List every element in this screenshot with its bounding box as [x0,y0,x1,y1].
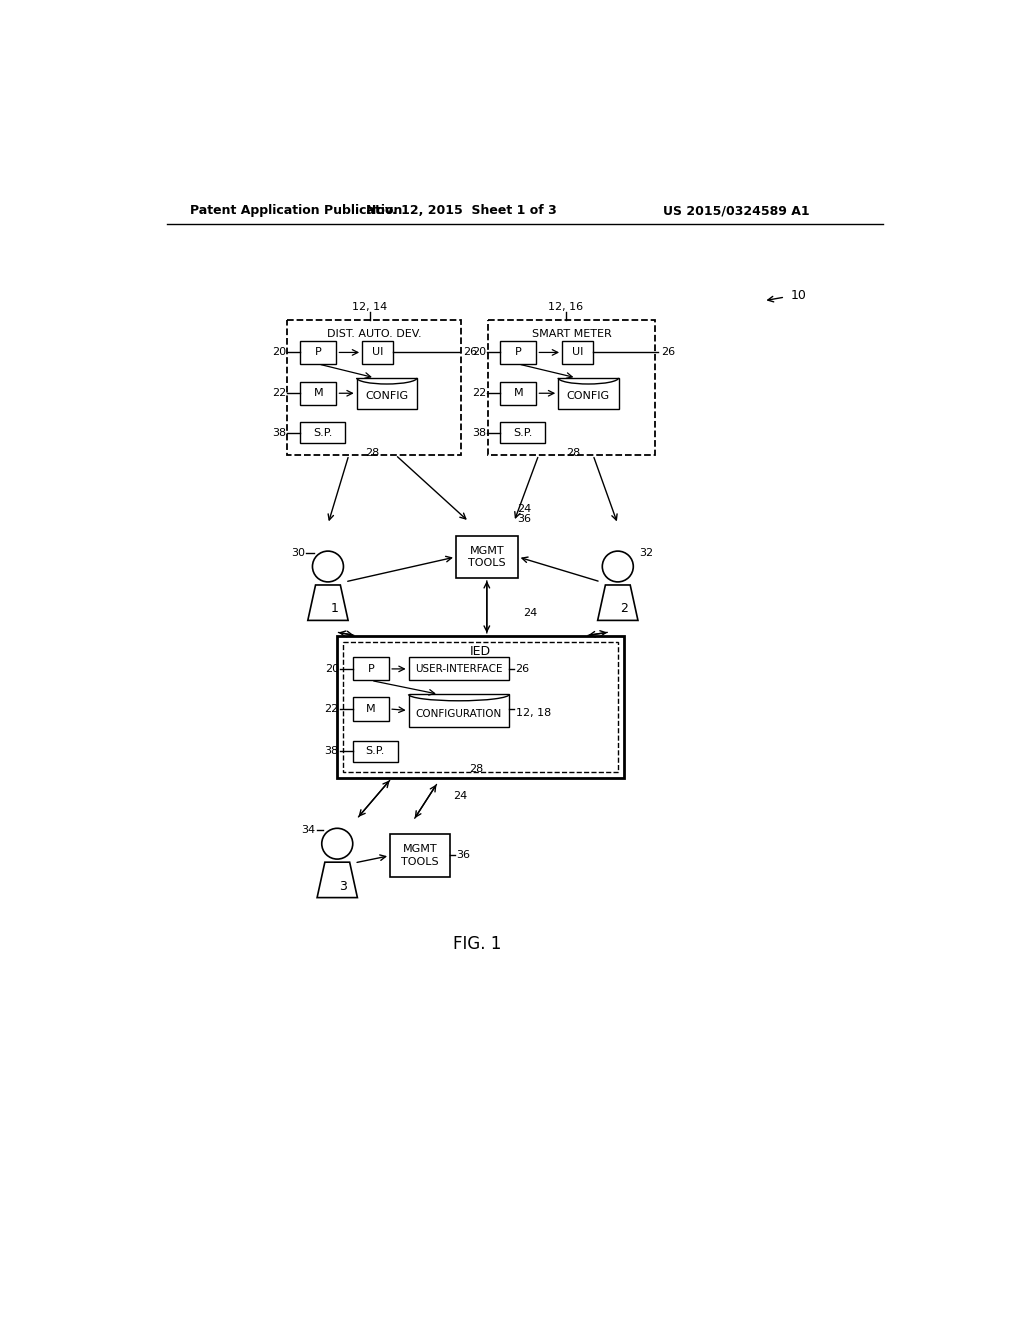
Bar [352,657,389,681]
Text: M: M [513,388,523,399]
Text: TOOLS: TOOLS [401,857,439,867]
Text: 24: 24 [523,607,538,618]
Bar [500,422,545,444]
Text: CONFIGURATION: CONFIGURATION [416,709,502,718]
Bar [558,378,618,409]
Text: DIST. AUTO. DEV.: DIST. AUTO. DEV. [327,329,421,339]
Text: 38: 38 [325,746,339,756]
Bar [500,341,537,364]
Text: US 2015/0324589 A1: US 2015/0324589 A1 [664,205,810,218]
Text: S.P.: S.P. [366,746,385,756]
Text: TOOLS: TOOLS [468,558,506,568]
Bar [409,657,509,681]
Text: S.P.: S.P. [513,428,532,437]
Bar [300,381,337,405]
Bar [287,321,461,455]
Text: 12, 14: 12, 14 [352,302,387,312]
Text: 36: 36 [517,513,531,524]
Text: 20: 20 [272,347,286,358]
Text: P: P [368,664,375,675]
Text: FIG. 1: FIG. 1 [453,935,501,953]
Text: 22: 22 [325,704,339,714]
Text: Patent Application Publication: Patent Application Publication [190,205,402,218]
Text: M: M [367,704,376,714]
Text: M: M [313,388,324,399]
Text: UI: UI [571,347,584,358]
Text: S.P.: S.P. [313,428,332,437]
Text: 26: 26 [662,347,675,358]
Text: 2: 2 [621,602,628,615]
Text: CONFIG: CONFIG [366,391,409,401]
Text: 20: 20 [325,664,339,675]
Bar [356,378,417,409]
Text: USER-INTERFACE: USER-INTERFACE [415,664,503,675]
Text: MGMT: MGMT [402,845,437,854]
Text: CONFIG: CONFIG [567,391,610,401]
Text: MGMT: MGMT [470,545,504,556]
Text: 12, 16: 12, 16 [548,302,584,312]
Bar [456,536,518,578]
Text: Nov. 12, 2015  Sheet 1 of 3: Nov. 12, 2015 Sheet 1 of 3 [366,205,557,218]
Text: 34: 34 [301,825,315,834]
Bar [337,636,624,779]
Text: 38: 38 [272,428,286,437]
Bar [409,694,509,726]
Text: P: P [315,347,322,358]
Text: 28: 28 [470,764,484,774]
Bar [352,697,389,721]
Text: SMART METER: SMART METER [531,329,611,339]
Text: P: P [515,347,521,358]
Text: 24: 24 [517,504,531,513]
Text: 1: 1 [330,602,338,615]
Bar [390,834,451,876]
Bar [500,381,537,405]
Text: 3: 3 [340,879,347,892]
Text: 20: 20 [472,347,486,358]
Bar [562,341,593,364]
Bar [362,341,393,364]
Text: IED: IED [470,644,492,657]
Text: 36: 36 [457,850,471,861]
Text: 28: 28 [566,447,581,458]
Text: 12, 18: 12, 18 [515,708,551,718]
Bar [343,642,617,772]
Text: 10: 10 [791,289,807,302]
Text: 26: 26 [515,664,529,675]
Bar [488,321,655,455]
Text: 32: 32 [640,548,653,557]
Text: 28: 28 [365,447,379,458]
Bar [300,341,337,364]
Text: 38: 38 [472,428,486,437]
Text: 26: 26 [463,347,477,358]
Text: UI: UI [372,347,383,358]
Bar [352,741,397,762]
Text: 22: 22 [271,388,286,399]
Text: 22: 22 [472,388,486,399]
Bar [300,422,345,444]
Text: 30: 30 [291,548,305,557]
Text: 24: 24 [454,791,468,801]
